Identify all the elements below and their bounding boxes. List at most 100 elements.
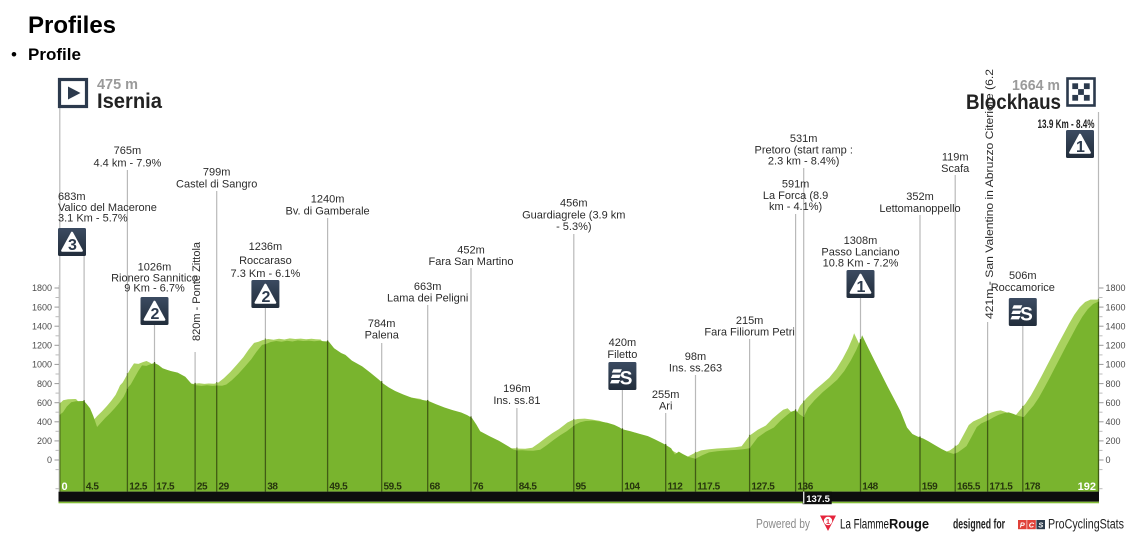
svg-text:38: 38 bbox=[267, 482, 278, 493]
svg-text:1000: 1000 bbox=[32, 360, 52, 370]
svg-text:3: 3 bbox=[68, 237, 77, 254]
svg-text:84.5: 84.5 bbox=[519, 482, 538, 493]
svg-text:0: 0 bbox=[47, 455, 52, 465]
svg-text:Rionero Sannitico: Rionero Sannitico bbox=[111, 273, 198, 285]
svg-text:Lama dei Peligni: Lama dei Peligni bbox=[387, 293, 468, 305]
svg-text:531m: 531m bbox=[790, 133, 818, 145]
svg-text:784m: 784m bbox=[368, 318, 396, 330]
svg-text:0: 0 bbox=[62, 481, 68, 493]
svg-text:136: 136 bbox=[797, 482, 813, 493]
svg-text:Ari: Ari bbox=[659, 401, 672, 413]
svg-text:452m: 452m bbox=[457, 245, 485, 257]
svg-text:799m: 799m bbox=[203, 167, 231, 179]
svg-text:820m - Ponte Zittola: 820m - Ponte Zittola bbox=[191, 241, 203, 341]
svg-text:165.5: 165.5 bbox=[957, 482, 981, 493]
svg-text:1800: 1800 bbox=[32, 283, 52, 293]
svg-text:Roccaraso: Roccaraso bbox=[239, 255, 292, 267]
svg-text:La Forca (8.9: La Forca (8.9 bbox=[763, 190, 828, 202]
svg-text:800: 800 bbox=[1106, 379, 1121, 389]
svg-text:1800: 1800 bbox=[1106, 283, 1126, 293]
svg-text:1600: 1600 bbox=[1106, 302, 1126, 312]
svg-text:1664 m: 1664 m bbox=[1012, 77, 1060, 94]
svg-text:200: 200 bbox=[1106, 436, 1121, 446]
svg-text:148: 148 bbox=[862, 482, 878, 493]
svg-text:Passo Lanciano: Passo Lanciano bbox=[821, 247, 899, 259]
svg-text:600: 600 bbox=[1106, 398, 1121, 408]
svg-text:215m: 215m bbox=[736, 315, 764, 327]
svg-text:104: 104 bbox=[624, 482, 640, 493]
svg-text:C: C bbox=[1029, 520, 1035, 529]
svg-text:1: 1 bbox=[857, 279, 866, 296]
svg-text:119m: 119m bbox=[942, 152, 969, 164]
svg-text:Roccamorice: Roccamorice bbox=[991, 282, 1055, 294]
svg-text:S: S bbox=[620, 369, 633, 390]
svg-text:10.8 Km - 7.2%: 10.8 Km - 7.2% bbox=[823, 258, 899, 270]
svg-text:La Flamme: La Flamme bbox=[840, 516, 889, 532]
svg-text:Filetto: Filetto bbox=[607, 349, 637, 361]
svg-text:1400: 1400 bbox=[32, 321, 52, 331]
svg-text:506m: 506m bbox=[1009, 270, 1037, 282]
svg-text:683m: 683m bbox=[58, 191, 86, 203]
svg-text:Castel di Sangro: Castel di Sangro bbox=[176, 179, 257, 191]
svg-text:1400: 1400 bbox=[1106, 321, 1126, 331]
svg-text:P: P bbox=[1020, 520, 1026, 529]
svg-text:1600: 1600 bbox=[32, 302, 52, 312]
svg-text:17.5: 17.5 bbox=[156, 482, 175, 493]
svg-text:421m - San Valentino in Abruzz: 421m - San Valentino in Abruzzo Citerior… bbox=[984, 69, 996, 319]
svg-text:- 5.3%): - 5.3%) bbox=[556, 221, 591, 233]
svg-text:200: 200 bbox=[37, 436, 52, 446]
svg-text:Palena: Palena bbox=[365, 330, 400, 342]
svg-text:4.5: 4.5 bbox=[86, 482, 100, 493]
svg-text:25: 25 bbox=[197, 482, 208, 493]
svg-text:68: 68 bbox=[430, 482, 441, 493]
svg-text:591m: 591m bbox=[782, 179, 810, 191]
svg-text:1: 1 bbox=[826, 517, 830, 526]
svg-text:117.5: 117.5 bbox=[697, 482, 720, 493]
svg-text:95: 95 bbox=[576, 482, 587, 493]
svg-text:km - 4.1%): km - 4.1%) bbox=[769, 201, 822, 213]
svg-text:171.5: 171.5 bbox=[989, 482, 1013, 493]
svg-text:2: 2 bbox=[151, 306, 160, 323]
svg-text:Valico del Macerone: Valico del Macerone bbox=[58, 202, 157, 214]
svg-text:29: 29 bbox=[219, 482, 230, 493]
svg-text:Fara San Martino: Fara San Martino bbox=[429, 256, 514, 268]
svg-text:Rouge: Rouge bbox=[889, 516, 929, 532]
svg-text:1200: 1200 bbox=[32, 341, 52, 351]
svg-text:3.1 Km - 5.7%: 3.1 Km - 5.7% bbox=[58, 213, 128, 225]
svg-text:196m: 196m bbox=[503, 383, 531, 395]
svg-text:137.5: 137.5 bbox=[806, 494, 830, 505]
svg-text:400: 400 bbox=[37, 417, 52, 427]
svg-text:Bv. di Gamberale: Bv. di Gamberale bbox=[286, 206, 370, 218]
svg-text:Blockhaus: Blockhaus bbox=[966, 90, 1061, 114]
svg-text:59.5: 59.5 bbox=[384, 482, 403, 493]
svg-text:S: S bbox=[1020, 305, 1033, 326]
svg-text:1240m: 1240m bbox=[311, 194, 345, 206]
svg-text:Scafa: Scafa bbox=[941, 163, 970, 175]
svg-text:ProCyclingStats: ProCyclingStats bbox=[1048, 517, 1124, 532]
svg-text:352m: 352m bbox=[906, 191, 934, 203]
svg-text:112: 112 bbox=[668, 482, 684, 493]
svg-text:S: S bbox=[1038, 520, 1043, 529]
svg-text:Fara Filiorum Petri: Fara Filiorum Petri bbox=[704, 327, 794, 339]
svg-text:1026m: 1026m bbox=[138, 262, 172, 274]
svg-text:7.3 Km - 6.1%: 7.3 Km - 6.1% bbox=[231, 268, 301, 280]
svg-text:Lettomanoppello: Lettomanoppello bbox=[879, 203, 960, 215]
svg-text:2: 2 bbox=[261, 289, 270, 306]
svg-text:456m: 456m bbox=[560, 198, 588, 210]
svg-text:Ins. ss.263: Ins. ss.263 bbox=[669, 363, 722, 375]
svg-text:9 Km - 6.7%: 9 Km - 6.7% bbox=[124, 283, 185, 295]
svg-text:475 m: 475 m bbox=[97, 76, 138, 93]
svg-text:600: 600 bbox=[37, 398, 52, 408]
svg-text:1000: 1000 bbox=[1106, 360, 1126, 370]
svg-text:Powered by: Powered by bbox=[756, 517, 811, 531]
svg-text:2.3 km - 8.4%): 2.3 km - 8.4%) bbox=[768, 156, 840, 168]
svg-text:159: 159 bbox=[922, 482, 938, 493]
svg-text:127.5: 127.5 bbox=[751, 482, 775, 493]
svg-text:designed for: designed for bbox=[953, 517, 1005, 532]
svg-text:49.5: 49.5 bbox=[329, 482, 348, 493]
svg-text:98m: 98m bbox=[685, 351, 706, 363]
svg-text:178: 178 bbox=[1025, 482, 1041, 493]
svg-text:1308m: 1308m bbox=[844, 235, 878, 247]
svg-text:0: 0 bbox=[1106, 455, 1111, 465]
svg-text:1236m: 1236m bbox=[249, 241, 283, 253]
